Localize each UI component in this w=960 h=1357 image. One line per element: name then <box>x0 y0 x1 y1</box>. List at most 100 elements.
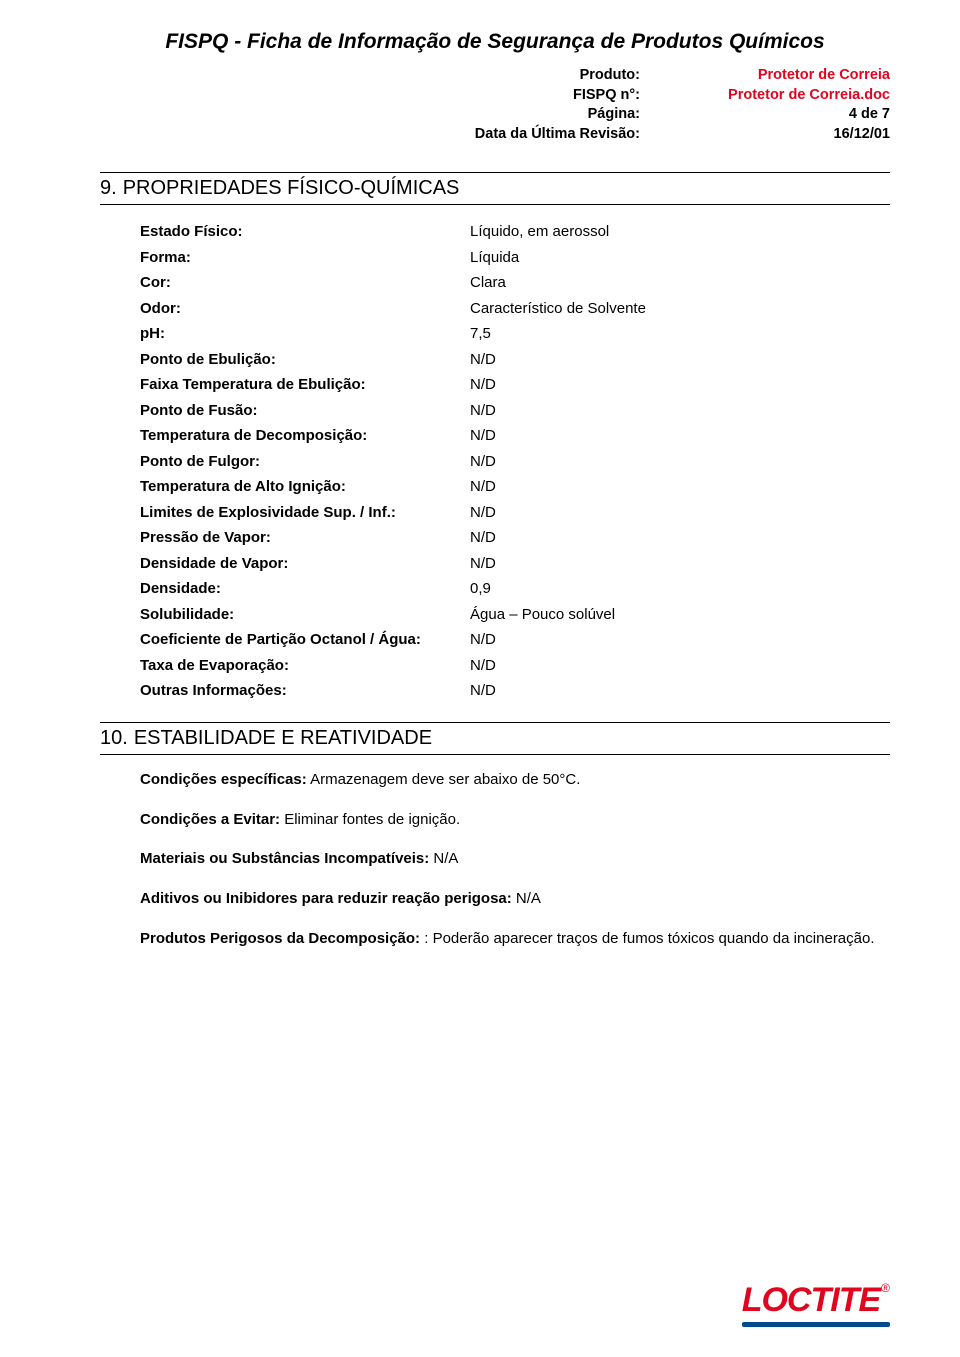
properties-table: Estado Físico:Líquido, em aerossolForma:… <box>100 219 890 704</box>
header-value: Protetor de Correia <box>650 66 890 86</box>
body-paragraph: Condições específicas: Armazenagem deve … <box>140 769 890 791</box>
section-9: 9. PROPRIEDADES FÍSICO-QUÍMICAS Estado Fí… <box>100 172 890 704</box>
property-value: Água – Pouco solúvel <box>470 602 890 628</box>
para-text: Armazenagem deve ser abaixo de 50°C. <box>307 771 581 788</box>
property-label: Ponto de Ebulição: <box>140 347 470 373</box>
property-value: N/D <box>470 653 890 679</box>
property-label: Forma: <box>140 245 470 271</box>
header-value: Protetor de Correia.doc <box>650 86 890 106</box>
property-label: Solubilidade: <box>140 602 470 628</box>
property-row: Solubilidade:Água – Pouco solúvel <box>140 602 890 628</box>
header-label: Página: <box>370 105 650 125</box>
para-text: Eliminar fontes de ignição. <box>280 811 460 828</box>
property-row: Densidade de Vapor:N/D <box>140 551 890 577</box>
property-value: N/D <box>470 347 890 373</box>
property-row: Estado Físico:Líquido, em aerossol <box>140 219 890 245</box>
header-label: FISPQ n°: <box>370 86 650 106</box>
body-paragraph: Materiais ou Substâncias Incompatíveis: … <box>140 848 890 870</box>
property-value: Líquida <box>470 245 890 271</box>
header-label: Produto: <box>370 66 650 86</box>
property-label: Taxa de Evaporação: <box>140 653 470 679</box>
property-row: Odor:Característico de Solvente <box>140 296 890 322</box>
section-title: PROPRIEDADES FÍSICO-QUÍMICAS <box>123 177 460 199</box>
body-paragraph: Produtos Perigosos da Decomposição: : Po… <box>140 928 890 950</box>
section-number: 10. <box>100 727 128 749</box>
header-row: FISPQ n°: Protetor de Correia.doc <box>370 86 890 106</box>
property-row: Cor:Clara <box>140 270 890 296</box>
logo-bar <box>742 1322 890 1327</box>
property-label: Ponto de Fulgor: <box>140 449 470 475</box>
property-row: Temperatura de Decomposição:N/D <box>140 423 890 449</box>
header-block: Produto: Protetor de Correia FISPQ n°: P… <box>370 66 890 144</box>
logo-reg-icon: ® <box>881 1281 890 1295</box>
body-paragraph: Condições a Evitar: Eliminar fontes de i… <box>140 809 890 831</box>
property-row: Ponto de Fusão:N/D <box>140 398 890 424</box>
property-value: Clara <box>470 270 890 296</box>
header-value: 16/12/01 <box>650 125 890 145</box>
property-value: N/D <box>470 551 890 577</box>
header-label: Data da Última Revisão: <box>370 125 650 145</box>
property-row: Faixa Temperatura de Ebulição:N/D <box>140 372 890 398</box>
section-title: ESTABILIDADE E REATIVIDADE <box>134 727 432 749</box>
property-value: Líquido, em aerossol <box>470 219 890 245</box>
para-text: N/A <box>512 890 541 907</box>
para-text: : Poderão aparecer traços de fumos tóxic… <box>424 930 874 947</box>
property-row: Outras Informações:N/D <box>140 678 890 704</box>
para-label: Materiais ou Substâncias Incompatíveis: <box>140 850 429 867</box>
body-paragraph: Aditivos ou Inibidores para reduzir reaç… <box>140 888 890 910</box>
property-row: Forma:Líquida <box>140 245 890 271</box>
property-label: Temperatura de Alto Ignição: <box>140 474 470 500</box>
property-value: Característico de Solvente <box>470 296 890 322</box>
header-value: 4 de 7 <box>650 105 890 125</box>
property-label: Temperatura de Decomposição: <box>140 423 470 449</box>
para-label: Condições a Evitar: <box>140 811 280 828</box>
property-value: N/D <box>470 525 890 551</box>
property-label: Cor: <box>140 270 470 296</box>
property-label: Densidade: <box>140 576 470 602</box>
property-value: N/D <box>470 678 890 704</box>
property-label: Densidade de Vapor: <box>140 551 470 577</box>
property-row: Ponto de Ebulição:N/D <box>140 347 890 373</box>
property-value: N/D <box>470 423 890 449</box>
section-body: Condições específicas: Armazenagem deve … <box>100 769 890 950</box>
property-value: N/D <box>470 500 890 526</box>
property-value: N/D <box>470 474 890 500</box>
header-row: Data da Última Revisão: 16/12/01 <box>370 125 890 145</box>
property-value: 0,9 <box>470 576 890 602</box>
property-value: 7,5 <box>470 321 890 347</box>
property-label: Pressão de Vapor: <box>140 525 470 551</box>
property-value: N/D <box>470 449 890 475</box>
property-value: N/D <box>470 372 890 398</box>
property-row: Coeficiente de Partição Octanol / Água:N… <box>140 627 890 653</box>
property-label: pH: <box>140 321 470 347</box>
para-label: Condições específicas: <box>140 771 307 788</box>
property-row: Limites de Explosividade Sup. / Inf.:N/D <box>140 500 890 526</box>
property-label: Faixa Temperatura de Ebulição: <box>140 372 470 398</box>
property-label: Outras Informações: <box>140 678 470 704</box>
property-label: Limites de Explosividade Sup. / Inf.: <box>140 500 470 526</box>
section-10: 10. ESTABILIDADE E REATIVIDADE Condições … <box>100 722 890 950</box>
property-row: Pressão de Vapor:N/D <box>140 525 890 551</box>
property-row: Temperatura de Alto Ignição:N/D <box>140 474 890 500</box>
property-value: N/D <box>470 398 890 424</box>
property-label: Coeficiente de Partição Octanol / Água: <box>140 627 470 653</box>
section-heading: 10. ESTABILIDADE E REATIVIDADE <box>100 723 890 755</box>
logo-text: LOCTITE <box>742 1281 880 1319</box>
section-number: 9. <box>100 177 117 199</box>
property-row: Taxa de Evaporação:N/D <box>140 653 890 679</box>
doc-title: FISPQ - Ficha de Informação de Segurança… <box>100 30 890 54</box>
property-label: Odor: <box>140 296 470 322</box>
header-row: Página: 4 de 7 <box>370 105 890 125</box>
header-row: Produto: Protetor de Correia <box>370 66 890 86</box>
loctite-logo: LOCTITE® <box>742 1281 890 1327</box>
property-row: Ponto de Fulgor:N/D <box>140 449 890 475</box>
section-heading: 9. PROPRIEDADES FÍSICO-QUÍMICAS <box>100 173 890 205</box>
para-label: Produtos Perigosos da Decomposição: <box>140 930 424 947</box>
property-label: Estado Físico: <box>140 219 470 245</box>
property-label: Ponto de Fusão: <box>140 398 470 424</box>
property-row: Densidade:0,9 <box>140 576 890 602</box>
property-row: pH:7,5 <box>140 321 890 347</box>
para-label: Aditivos ou Inibidores para reduzir reaç… <box>140 890 512 907</box>
property-value: N/D <box>470 627 890 653</box>
para-text: N/A <box>429 850 458 867</box>
